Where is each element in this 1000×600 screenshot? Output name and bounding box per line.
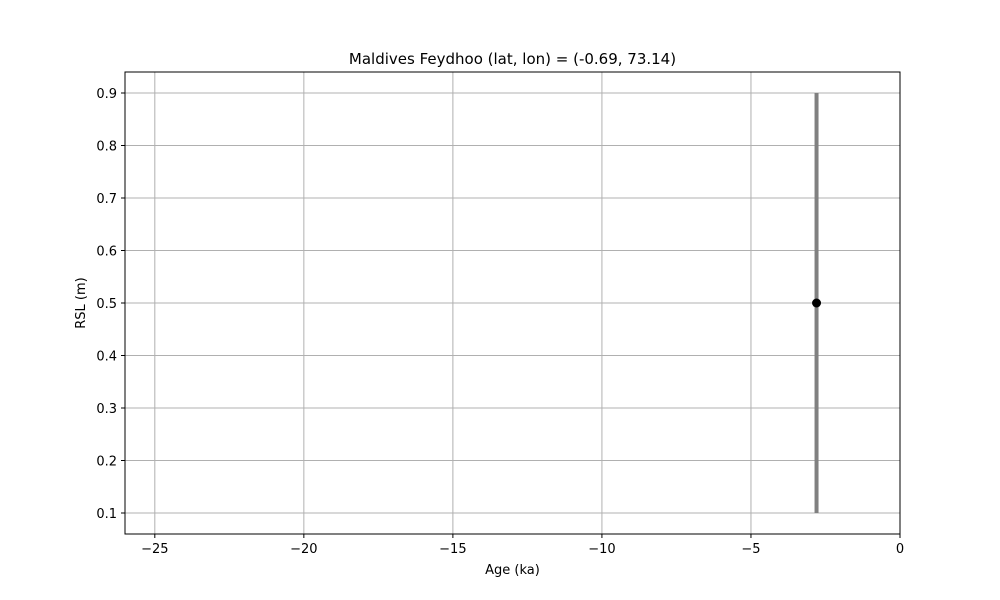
tick-layer: −25 −20 −15 −10 −5 0 0.1 0.2 0.3 0.4 0.5 0.6 0.7 0.8 0…: [96, 87, 904, 557]
y-tick-label: 0.5: [96, 297, 117, 312]
x-tick-label: 0: [896, 542, 904, 557]
grid-layer: [125, 72, 901, 534]
y-tick-label: 0.2: [96, 455, 117, 470]
x-tick-label: −25: [141, 542, 168, 557]
x-tick-label: −15: [439, 542, 466, 557]
data-layer: [812, 93, 822, 513]
y-axis-label: RSL (m): [74, 277, 89, 328]
y-tick-label: 0.3: [96, 402, 117, 417]
y-tick-label: 0.1: [96, 507, 117, 522]
x-tick-label: −10: [588, 542, 615, 557]
y-tick-label: 0.9: [96, 87, 117, 102]
rsl-data-point: [812, 298, 822, 308]
y-tick-label: 0.7: [96, 192, 117, 207]
chart-title: Maldives Feydhoo (lat, lon) = (-0.69, 73…: [349, 50, 676, 68]
y-tick-label: 0.8: [96, 140, 117, 155]
x-axis-label: Age (ka): [485, 563, 540, 578]
y-tick-label: 0.6: [96, 245, 117, 260]
x-tick-label: −20: [290, 542, 317, 557]
y-tick-label: 0.4: [96, 350, 117, 365]
x-tick-label: −5: [741, 542, 760, 557]
